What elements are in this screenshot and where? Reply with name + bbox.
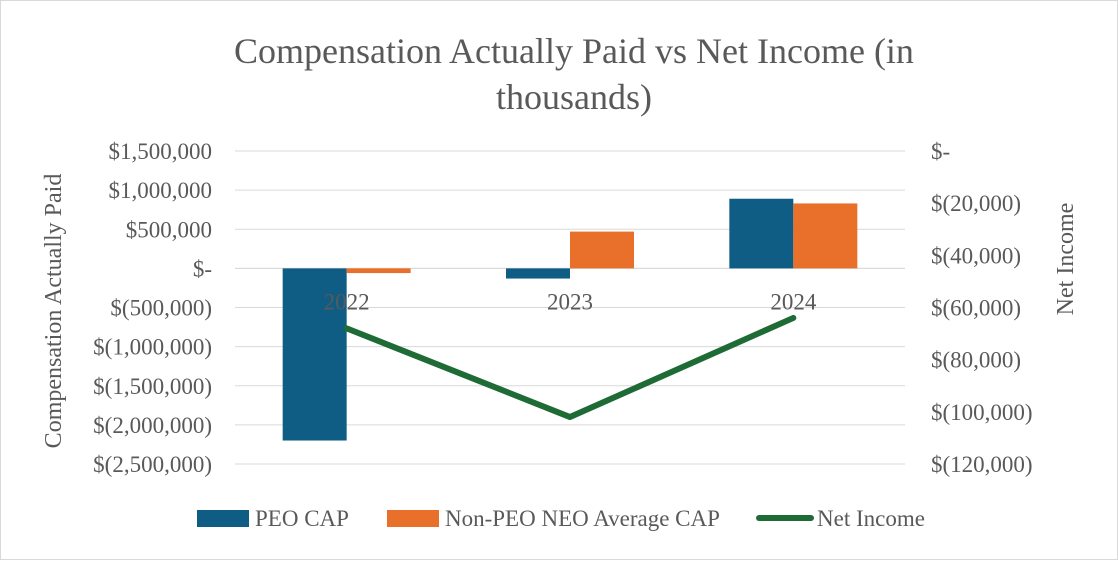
y-tick-label: $(2,000,000) <box>93 413 212 438</box>
x-tick-label: 2023 <box>547 289 593 314</box>
bar-peo-cap-2022 <box>282 268 347 441</box>
bar-peo-cap-2024 <box>729 198 794 269</box>
y2-tick-label: $(100,000) <box>931 400 1033 425</box>
y2-tick-label: $(20,000) <box>931 191 1021 216</box>
y2-axis-title: Net Income <box>1053 203 1079 316</box>
y-tick-label: $(1,500,000) <box>93 374 212 399</box>
chart-title-line-2: thousands) <box>496 77 652 117</box>
y-axis-ticks: $1,500,000 $1,000,000 $500,000 $- $(500,000)… <box>93 139 212 477</box>
y-tick-label: $(1,000,000) <box>93 335 212 360</box>
y2-tick-label: $(80,000) <box>931 348 1021 373</box>
legend-label-non-peo-neo-average-cap: Non-PEO NEO Average CAP <box>445 506 720 531</box>
y2-tick-label: $(60,000) <box>931 296 1021 321</box>
legend-swatch-non-peo-neo-average-cap <box>387 510 439 527</box>
legend-swatch-peo-cap <box>197 510 249 527</box>
chart-title: Compensation Actually Paid vs Net Income… <box>234 31 914 117</box>
y-tick-label: $500,000 <box>126 217 212 242</box>
y-axis-title: Compensation Actually Paid <box>41 174 67 449</box>
x-axis-ticks: 2022 2023 2024 <box>324 289 817 314</box>
line-series <box>343 314 797 421</box>
x-tick-label: 2022 <box>324 289 370 314</box>
y-tick-label: $- <box>193 256 212 281</box>
legend-label-net-income: Net Income <box>817 506 925 531</box>
y-tick-label: $(2,500,000) <box>93 452 212 477</box>
line-net-income <box>343 314 797 421</box>
bar-non-peo-neo-average-cap-2023 <box>570 231 634 269</box>
y2-tick-label: $- <box>931 139 950 164</box>
bar-peo-cap-2023 <box>506 268 570 279</box>
y2-tick-label: $(120,000) <box>931 452 1033 477</box>
bar-non-peo-neo-average-cap-2024 <box>793 203 858 269</box>
bar-non-peo-neo-average-cap-2022 <box>346 268 411 274</box>
y-tick-label: $1,000,000 <box>109 178 213 203</box>
y2-tick-label: $(40,000) <box>931 243 1021 268</box>
y-tick-label: $(500,000) <box>110 296 212 321</box>
bars <box>282 198 858 441</box>
y2-axis-ticks: $- $(20,000) $(40,000) $(60,000) $(80,000) $(… <box>931 139 1033 477</box>
y-tick-label: $1,500,000 <box>109 139 213 164</box>
legend-label-peo-cap: PEO CAP <box>255 506 349 531</box>
chart-title-line-1: Compensation Actually Paid vs Net Income… <box>234 31 914 71</box>
x-tick-label: 2024 <box>770 289 817 314</box>
legend: PEO CAP Non-PEO NEO Average CAP Net Income <box>197 506 925 531</box>
